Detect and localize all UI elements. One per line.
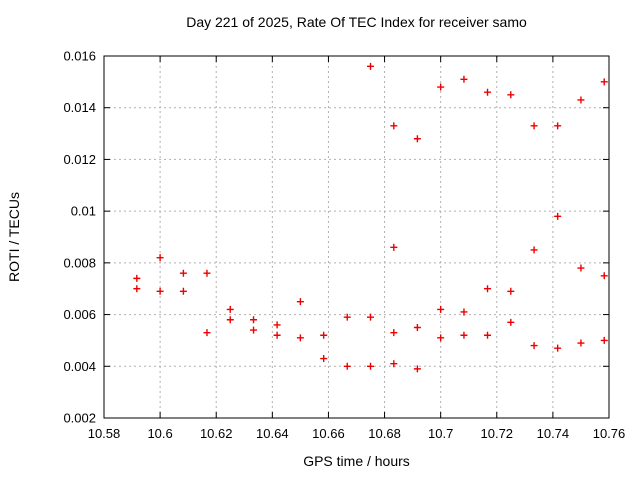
data-point-marker — [273, 331, 281, 339]
data-point-marker — [320, 331, 328, 339]
data-point-marker — [577, 264, 585, 272]
data-point-marker — [250, 326, 258, 334]
data-point-marker — [203, 329, 211, 337]
data-point-marker — [367, 313, 375, 321]
data-point-marker — [530, 342, 538, 350]
data-point-marker — [600, 272, 608, 280]
y-tick-label: 0.012 — [63, 152, 96, 167]
data-point-marker — [390, 360, 398, 368]
data-point-marker — [133, 274, 141, 282]
data-point-marker — [437, 305, 445, 313]
data-point-marker — [390, 122, 398, 130]
y-tick-label: 0.004 — [63, 359, 96, 374]
data-point-marker — [203, 269, 211, 277]
data-point-marker — [460, 308, 468, 316]
data-point-marker — [600, 78, 608, 86]
data-point-marker — [484, 285, 492, 293]
data-point-marker — [460, 331, 468, 339]
data-point-marker — [554, 212, 562, 220]
data-point-marker — [343, 362, 351, 370]
y-tick-label: 0.008 — [63, 255, 96, 270]
data-point-marker — [226, 316, 234, 324]
x-tick-label: 10.72 — [481, 426, 514, 441]
y-tick-label: 0.01 — [71, 204, 96, 219]
x-tick-label: 10.7 — [428, 426, 453, 441]
plot-frame — [103, 55, 610, 419]
data-point-marker — [179, 269, 187, 277]
data-point-marker — [507, 318, 515, 326]
data-point-marker — [273, 321, 281, 329]
data-point-marker — [600, 336, 608, 344]
x-tick-label: 10.64 — [256, 426, 289, 441]
y-tick-label: 0.014 — [63, 100, 96, 115]
data-point-marker — [320, 355, 328, 363]
data-point-marker — [437, 83, 445, 91]
y-tick-label: 0.016 — [63, 49, 96, 64]
x-tick-label: 10.58 — [88, 426, 121, 441]
data-point-marker — [530, 122, 538, 130]
x-tick-label: 10.74 — [537, 426, 570, 441]
data-point-marker — [296, 334, 304, 342]
chart-title: Day 221 of 2025, Rate Of TEC Index for r… — [186, 14, 527, 30]
data-point-marker — [390, 243, 398, 251]
x-tick-label: 10.68 — [368, 426, 401, 441]
data-point-marker — [296, 298, 304, 306]
x-tick-label: 10.66 — [312, 426, 345, 441]
y-tick-label: 0.002 — [63, 411, 96, 426]
data-point-marker — [460, 75, 468, 83]
data-point-marker — [484, 88, 492, 96]
data-point-marker — [484, 331, 492, 339]
data-point-marker — [156, 254, 164, 262]
data-point-marker — [179, 287, 187, 295]
y-tick-label: 0.006 — [63, 307, 96, 322]
data-point-marker — [390, 329, 398, 337]
data-point-marker — [554, 344, 562, 352]
data-point-marker — [413, 365, 421, 373]
data-point-marker — [367, 62, 375, 70]
data-point-marker — [156, 287, 164, 295]
data-point-marker — [554, 122, 562, 130]
data-point-marker — [250, 316, 258, 324]
x-axis-label: GPS time / hours — [303, 453, 410, 469]
data-point-marker — [413, 135, 421, 143]
data-point-marker — [507, 287, 515, 295]
data-point-marker — [577, 96, 585, 104]
x-tick-label: 10.62 — [200, 426, 233, 441]
data-point-marker — [530, 246, 538, 254]
data-point-marker — [507, 91, 515, 99]
x-tick-label: 10.76 — [593, 426, 626, 441]
data-point-marker — [226, 305, 234, 313]
data-point-marker — [367, 362, 375, 370]
data-point-marker — [437, 334, 445, 342]
x-tick-label: 10.6 — [147, 426, 172, 441]
data-point-marker — [343, 313, 351, 321]
data-point-marker — [133, 285, 141, 293]
y-axis-label: ROTI / TECUs — [6, 192, 22, 282]
data-point-marker — [413, 324, 421, 331]
data-point-marker — [577, 339, 585, 347]
